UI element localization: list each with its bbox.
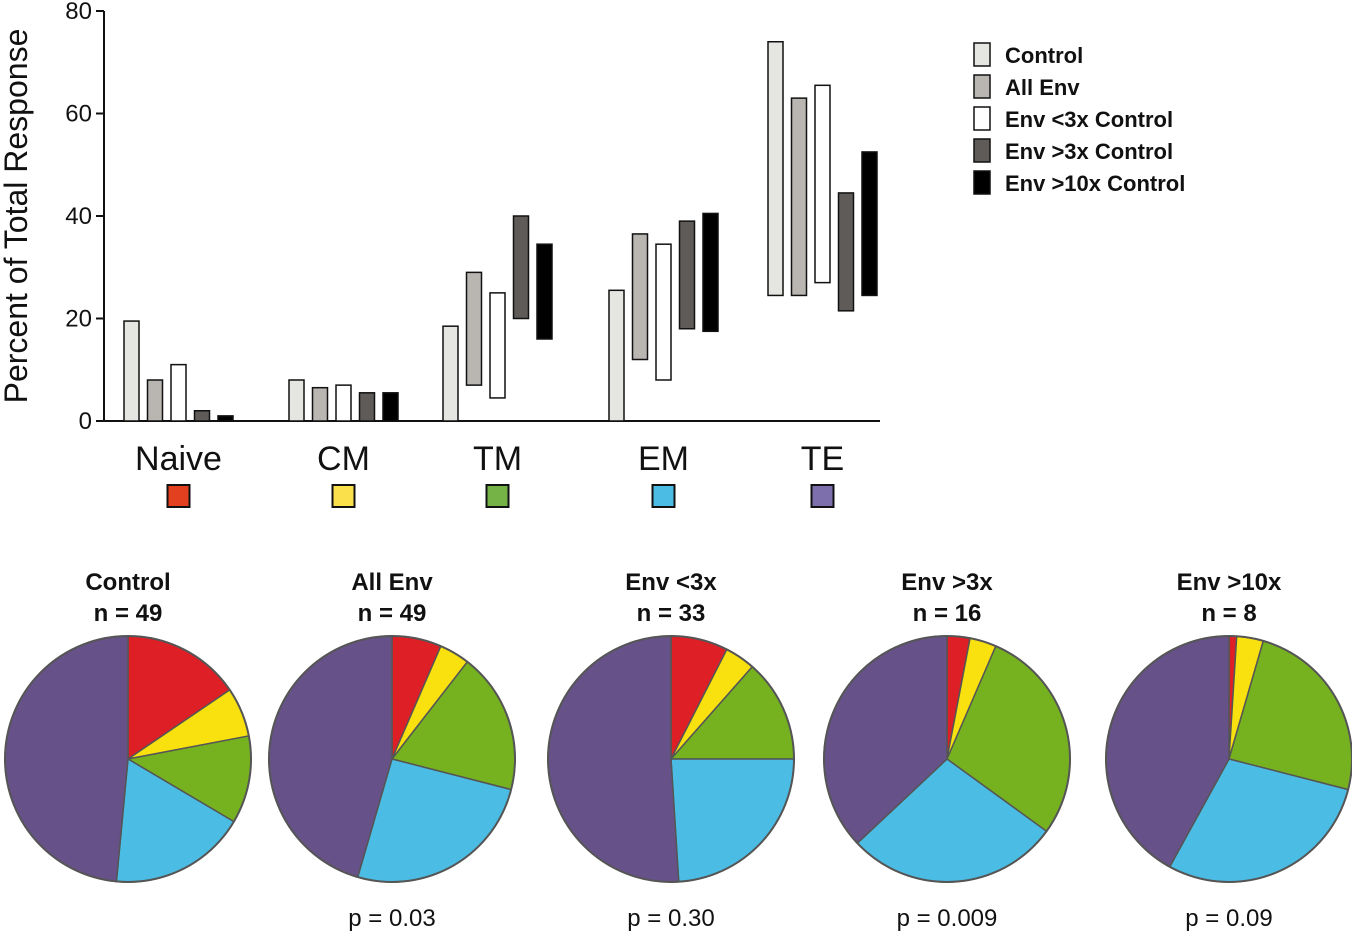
legend-swatch — [973, 138, 991, 163]
pie-slice-te — [4, 635, 129, 883]
legend-label: All Env — [1005, 75, 1080, 100]
bar-0-4 — [217, 415, 234, 422]
bar-0-1 — [146, 379, 164, 422]
bar-1-0 — [288, 379, 305, 422]
pie-n-label: n = 33 — [637, 600, 706, 627]
bar-2-1 — [465, 271, 483, 386]
pie-outline — [823, 635, 1071, 883]
bar-chart: Percent of Total Response 0 20 40 60 80 Naiv… — [0, 0, 1185, 508]
pie-p-value: p = 0.03 — [348, 905, 435, 932]
category-color-key — [485, 484, 510, 508]
category-color-key — [810, 484, 835, 508]
pie-n-label: n = 49 — [94, 600, 163, 627]
pie-n-label: n = 8 — [1201, 600, 1256, 627]
bar-3-1 — [631, 233, 649, 361]
bar-4-1 — [790, 97, 808, 297]
bar-1-1 — [311, 386, 329, 422]
bar-3-0 — [608, 289, 625, 422]
bar-3-2 — [655, 243, 672, 381]
bars — [123, 41, 878, 422]
bar-1-4 — [382, 392, 399, 422]
bar-4-0 — [767, 41, 784, 297]
legend-swatch — [973, 42, 991, 67]
category-label: TM — [473, 440, 522, 478]
pie-outline — [4, 635, 252, 883]
pie-p-value: p = 0.09 — [1185, 905, 1272, 932]
bar-4-3 — [837, 192, 855, 312]
legend-swatch — [973, 106, 991, 131]
y-tick-label: 60 — [65, 101, 92, 128]
bar-4-2 — [814, 84, 831, 284]
y-axis-label: Percent of Total Response — [0, 29, 34, 404]
bar-1-2 — [335, 384, 352, 422]
legend-swatch — [973, 74, 991, 99]
pie-chart: Env <3x n = 33 p = 0.30 — [547, 569, 795, 932]
bar-3-4 — [702, 212, 719, 333]
category-color-key — [331, 484, 356, 508]
category-color-key — [651, 484, 676, 508]
bar-1-3 — [358, 392, 376, 422]
category-label: TE — [801, 440, 844, 478]
legend-label: Env >10x Control — [1005, 171, 1185, 196]
pie-chart: Env >3x n = 16 p = 0.009 — [823, 569, 1071, 932]
legend-swatch — [973, 170, 991, 195]
pie-chart: Env >10x n = 8 p = 0.09 — [1105, 569, 1352, 932]
pie-outline — [1105, 635, 1352, 883]
pie-title: All Env — [351, 569, 433, 596]
pie-charts: Control n = 49 All Env n = 49 p = 0.03 Env <3… — [4, 569, 1352, 932]
category-label: EM — [638, 440, 689, 478]
pie-p-value: p = 0.009 — [897, 905, 998, 932]
y-tick-label: 40 — [65, 203, 92, 230]
bar-2-4 — [536, 243, 553, 340]
pie-n-label: n = 16 — [913, 600, 982, 627]
pie-outline — [268, 635, 516, 883]
pie-slice-te — [547, 635, 680, 883]
pie-outline — [547, 635, 795, 883]
y-tick-label: 20 — [65, 306, 92, 333]
y-tick-label: 0 — [79, 408, 92, 435]
bar-0-2 — [170, 363, 187, 422]
y-tick-label: 80 — [65, 0, 92, 25]
pie-n-label: n = 49 — [358, 600, 427, 627]
pie-title: Env >3x — [901, 569, 993, 596]
bar-0-0 — [123, 320, 140, 422]
pie-slice-em — [670, 758, 795, 883]
pie-title: Control — [85, 569, 170, 596]
bar-0-3 — [193, 410, 211, 422]
pie-title: Env <3x — [625, 569, 717, 596]
category-color-key — [166, 484, 191, 508]
category-label: Naive — [135, 440, 222, 478]
pie-chart: Control n = 49 — [4, 569, 252, 883]
legend: Control All Env Env <3x Control Env >3x Con… — [973, 42, 1185, 196]
bar-2-0 — [442, 325, 459, 422]
bar-3-3 — [678, 220, 696, 330]
legend-label: Env <3x Control — [1005, 107, 1173, 132]
category-labels: Naive CM TM EM TE — [135, 440, 844, 508]
bar-2-3 — [512, 215, 530, 320]
bar-4-4 — [861, 151, 878, 297]
category-label: CM — [317, 440, 370, 478]
pie-title: Env >10x — [1177, 569, 1282, 596]
legend-label: Control — [1005, 43, 1083, 68]
pie-p-value: p = 0.30 — [627, 905, 714, 932]
pie-chart: All Env n = 49 p = 0.03 — [268, 569, 516, 932]
bar-2-2 — [489, 292, 506, 399]
legend-label: Env >3x Control — [1005, 139, 1173, 164]
